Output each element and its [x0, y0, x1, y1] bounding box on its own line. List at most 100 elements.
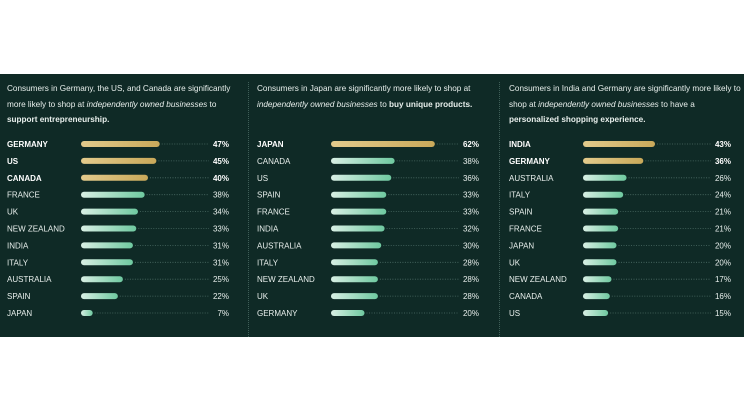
category-label: AUSTRALIA: [257, 241, 302, 250]
bar: [583, 310, 609, 316]
bar-row: FRANCE 21%: [509, 225, 731, 234]
bar-row: AUSTRALIA 26%: [509, 174, 731, 183]
bar: [331, 191, 387, 198]
category-label: JAPAN: [257, 140, 284, 149]
bar-chart-2: JAPAN 62% CANADA 38% US 36% SPAIN 33% FRANCE 33% I…: [257, 140, 479, 318]
bar: [583, 225, 619, 232]
chart-caption: Consumers in Japan are significantly mor…: [257, 81, 489, 112]
bar: [331, 174, 392, 181]
bar-row: INDIA 31%: [7, 241, 229, 250]
chart-column-2: Consumers in Japan are significantly mor…: [257, 74, 499, 337]
bar: [81, 141, 160, 147]
value-label: 20%: [715, 258, 731, 267]
bar: [81, 310, 93, 316]
value-label: 33%: [463, 208, 479, 217]
category-label: GERMANY: [257, 309, 298, 318]
bar-row: UK 34%: [7, 208, 229, 217]
bar: [331, 293, 378, 300]
category-label: CANADA: [257, 157, 291, 166]
bar-row: US 36%: [257, 174, 479, 183]
value-label: 36%: [463, 174, 479, 183]
bar-row: US 45%: [7, 157, 229, 166]
category-label: JAPAN: [7, 309, 32, 318]
value-label: 26%: [715, 174, 731, 183]
category-label: SPAIN: [257, 191, 281, 200]
category-label: FRANCE: [7, 191, 40, 200]
bar-row: JAPAN 7%: [7, 309, 229, 318]
bar-row: ITALY 24%: [509, 191, 731, 200]
column-divider: [248, 82, 249, 337]
category-label: UK: [509, 258, 521, 267]
chart-column-1: Consumers in Germany, the US, and Canada…: [7, 74, 249, 337]
bar: [583, 157, 644, 164]
bar: [331, 242, 382, 249]
category-label: FRANCE: [509, 225, 542, 234]
bar-row: GERMANY 36%: [509, 157, 731, 166]
value-label: 21%: [715, 208, 731, 217]
category-label: ITALY: [257, 258, 279, 267]
value-label: 24%: [715, 191, 731, 200]
bar-chart-1: GERMANY 47% US 45% CANADA 40% FRANCE 38% UK 34% NE…: [7, 140, 229, 318]
value-label: 45%: [213, 157, 229, 166]
value-label: 22%: [213, 292, 229, 301]
bar-row: ITALY 31%: [7, 258, 229, 267]
bar-row: FRANCE 33%: [257, 208, 479, 217]
value-label: 28%: [463, 292, 479, 301]
bar: [81, 191, 145, 198]
bar-row: UK 28%: [257, 292, 479, 301]
bar: [583, 174, 627, 181]
category-label: US: [257, 174, 268, 183]
category-label: INDIA: [509, 140, 531, 149]
value-label: 36%: [715, 157, 731, 166]
bar: [583, 276, 612, 283]
value-label: 33%: [463, 191, 479, 200]
bar: [583, 242, 617, 249]
bar-row: CANADA 38%: [257, 157, 479, 166]
bar-row: SPAIN 21%: [509, 208, 731, 217]
value-label: 28%: [463, 275, 479, 284]
bar: [331, 225, 385, 232]
category-label: INDIA: [7, 241, 29, 250]
bar-row: AUSTRALIA 30%: [257, 241, 479, 250]
caption-text: Consumers in Japan are significantly mor…: [257, 84, 471, 93]
category-label: ITALY: [7, 258, 29, 267]
chart-column-3: Consumers in India and Germany are signi…: [509, 74, 744, 337]
bar: [331, 157, 395, 164]
caption-bold: buy unique products.: [389, 99, 473, 109]
caption-text: to: [377, 99, 390, 109]
category-label: ITALY: [509, 191, 531, 200]
value-label: 17%: [715, 275, 731, 284]
bar-row: JAPAN 20%: [509, 241, 731, 250]
bar: [583, 293, 610, 300]
bar-row: NEW ZEALAND 28%: [257, 275, 479, 284]
bar-row: NEW ZEALAND 17%: [509, 275, 731, 284]
category-label: AUSTRALIA: [509, 174, 554, 183]
bar-row: US 15%: [509, 309, 731, 318]
caption-text: to: [207, 99, 217, 109]
category-label: GERMANY: [509, 157, 551, 166]
category-label: US: [7, 157, 19, 166]
value-label: 43%: [715, 140, 731, 149]
category-label: UK: [257, 292, 269, 301]
caption-text: Consumers in India and Germany are signi…: [509, 84, 741, 109]
caption-text: Consumers in Germany, the US, and Canada…: [7, 84, 231, 109]
value-label: 25%: [213, 275, 229, 284]
bar-row: CANADA 40%: [7, 174, 229, 183]
caption-italic: independently owned businesses: [86, 99, 208, 109]
bar: [331, 141, 435, 147]
bar: [81, 242, 133, 249]
chart-caption: Consumers in Germany, the US, and Canada…: [7, 81, 239, 128]
category-label: CANADA: [7, 174, 42, 183]
value-label: 31%: [213, 258, 229, 267]
category-label: SPAIN: [509, 208, 533, 217]
bar: [81, 259, 133, 266]
category-label: CANADA: [509, 292, 543, 301]
category-label: UK: [7, 208, 19, 217]
bar-row: INDIA 32%: [257, 225, 479, 234]
bar: [81, 157, 157, 164]
bar: [81, 276, 123, 283]
value-label: 38%: [213, 191, 229, 200]
value-label: 15%: [715, 309, 731, 318]
bar: [331, 259, 378, 266]
category-label: SPAIN: [7, 292, 31, 301]
